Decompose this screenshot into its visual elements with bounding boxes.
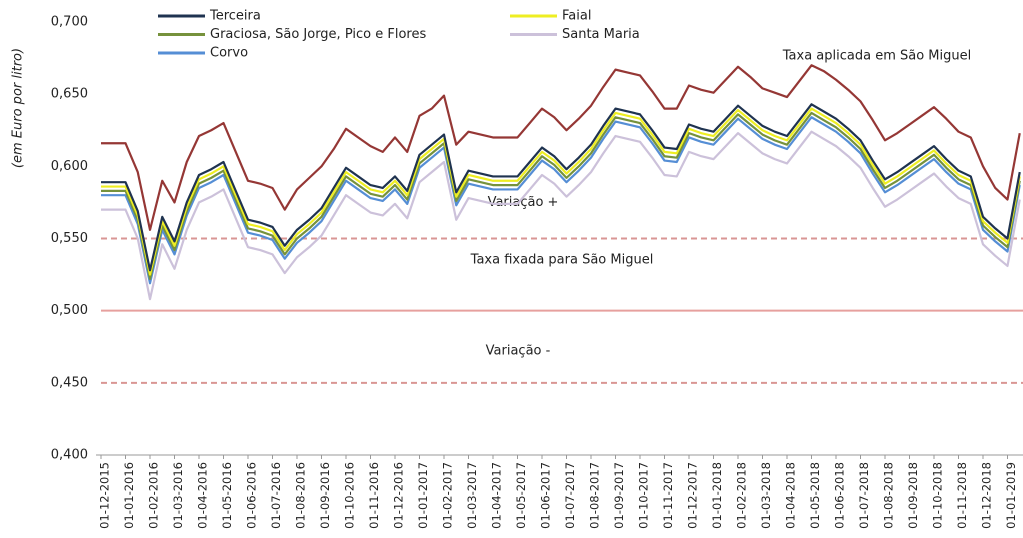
series-line	[101, 130, 1021, 301]
series-label: Taxa aplicada em São Miguel	[782, 49, 971, 64]
x-tick-label: 01-08-2016	[294, 462, 308, 529]
x-tick-label: 01-11-2017	[661, 462, 675, 529]
x-tick-label: 01-09-2016	[318, 462, 332, 529]
y-axis-label: (em Euro por litro)	[11, 48, 26, 168]
x-tick-label: 01-09-2018	[906, 462, 920, 529]
x-tick-label: 01-01-2018	[710, 462, 724, 529]
series-line	[101, 64, 1021, 231]
x-tick-label: 01-02-2017	[441, 462, 455, 529]
x-tick-label: 01-07-2016	[269, 462, 283, 529]
y-tick-label: 0,700	[51, 15, 88, 30]
y-tick-label: 0,500	[51, 303, 88, 318]
y-tick-label: 0,550	[51, 231, 88, 246]
x-tick-label: 01-11-2016	[367, 462, 381, 529]
series-line	[101, 116, 1021, 285]
series-line	[101, 107, 1021, 276]
series-line	[101, 103, 1021, 272]
x-tick-label: 01-03-2016	[171, 462, 185, 529]
y-tick-label: 0,400	[51, 448, 88, 463]
x-tick-label: 01-10-2017	[637, 462, 651, 529]
x-tick-label: 01-03-2017	[465, 462, 479, 529]
legend-label: Graciosa, São Jorge, Pico e Flores	[210, 27, 426, 42]
x-tick-label: 01-05-2016	[220, 462, 234, 529]
x-tick-label: 01-02-2016	[147, 462, 161, 529]
x-tick-label: 01-04-2017	[490, 462, 504, 529]
x-tick-label: 01-01-2016	[122, 462, 136, 529]
x-tick-label: 01-10-2018	[931, 462, 945, 529]
reference-label: Variação -	[486, 344, 551, 359]
x-tick-label: 01-12-2015	[98, 462, 112, 529]
legend-label: Santa Maria	[562, 27, 640, 42]
x-tick-label: 01-03-2018	[759, 462, 773, 529]
x-tick-label: 01-01-2019	[1004, 462, 1018, 529]
x-tick-label: 01-12-2018	[980, 462, 994, 529]
series-line	[101, 111, 1021, 281]
x-tick-label: 01-06-2018	[833, 462, 847, 529]
x-tick-label: 01-04-2016	[196, 462, 210, 529]
x-tick-label: 01-12-2016	[392, 462, 406, 529]
x-tick-label: 01-06-2016	[245, 462, 259, 529]
reference-label: Variação +	[488, 195, 559, 210]
legend-label: Corvo	[210, 46, 248, 61]
reference-label: Taxa fixada para São Miguel	[470, 253, 654, 268]
x-tick-label: 01-12-2017	[686, 462, 700, 529]
y-tick-label: 0,650	[51, 87, 88, 102]
x-tick-label: 01-05-2018	[808, 462, 822, 529]
x-tick-label: 01-06-2017	[539, 462, 553, 529]
x-tick-label: 01-02-2018	[735, 462, 749, 529]
legend-label: Faial	[562, 9, 591, 24]
x-tick-label: 01-11-2018	[955, 462, 969, 529]
y-tick-label: 0,450	[51, 375, 88, 390]
x-tick-label: 01-07-2017	[563, 462, 577, 529]
x-tick-label: 01-08-2017	[588, 462, 602, 529]
x-tick-label: 01-07-2018	[857, 462, 871, 529]
x-tick-label: 01-04-2018	[784, 462, 798, 529]
legend-label: Terceira	[209, 9, 261, 24]
x-tick-label: 01-01-2017	[416, 462, 430, 529]
x-tick-label: 01-05-2017	[514, 462, 528, 529]
x-tick-label: 01-08-2018	[882, 462, 896, 529]
x-tick-label: 01-10-2016	[343, 462, 357, 529]
x-tick-label: 01-09-2017	[612, 462, 626, 529]
y-tick-label: 0,600	[51, 159, 88, 174]
